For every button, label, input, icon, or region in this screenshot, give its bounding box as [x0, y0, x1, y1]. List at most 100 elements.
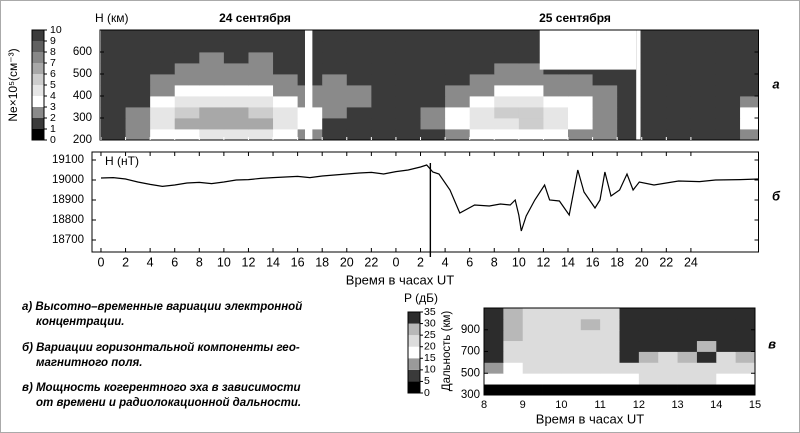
heat-cell: [223, 63, 249, 75]
heat-cell: [150, 41, 176, 53]
data-gap: [636, 30, 641, 140]
x-tick-label: 14: [710, 399, 722, 411]
heat-cell: [199, 74, 225, 86]
y-tick-label: 18700: [52, 234, 84, 246]
heat-cell: [484, 340, 504, 352]
heat-cell: [641, 41, 667, 53]
x-tick-label: 16: [291, 255, 305, 269]
colorbar-swatch: [32, 41, 44, 52]
heat-cell: [677, 384, 698, 395]
heat-cell: [125, 129, 151, 140]
heat-cell: [716, 362, 737, 374]
heat-cell: [494, 85, 520, 97]
heat-cell: [518, 41, 544, 53]
heat-cell: [494, 63, 520, 75]
heat-cell: [715, 63, 741, 75]
heat-cell: [542, 384, 562, 395]
heat-cell: [484, 318, 504, 331]
heat-cell: [174, 107, 200, 119]
plot-frame: [99, 29, 759, 141]
heat-cell: [494, 96, 520, 108]
heat-cell: [445, 118, 471, 130]
heat-cell: [150, 30, 176, 42]
heat-cell: [658, 351, 678, 363]
heat-cell: [322, 96, 348, 108]
heat-cell: [543, 85, 569, 97]
heat-cell: [638, 329, 659, 342]
heat-cell: [484, 362, 504, 374]
heat-cell: [542, 318, 562, 331]
heat-cell: [174, 129, 200, 140]
heat-cell: [371, 41, 397, 53]
heat-cell: [542, 373, 562, 385]
heat-cell: [518, 96, 544, 108]
heat-cell: [542, 308, 562, 320]
heat-cell: [619, 351, 640, 363]
heat-cell: [174, 74, 200, 86]
heat-cell: [199, 52, 225, 64]
heat-cell: [600, 362, 620, 374]
heat-cell: [248, 74, 274, 86]
day-title: 24 сентября: [219, 11, 291, 25]
heat-cell: [568, 74, 593, 86]
heat-cell: [715, 85, 741, 97]
heat-cell: [395, 63, 421, 75]
heat-cell: [666, 30, 692, 42]
heat-cell: [273, 30, 299, 42]
heat-cell: [125, 85, 151, 97]
colorbar-frame: [407, 311, 421, 394]
heat-cell: [125, 96, 151, 108]
heat-cell: [619, 362, 640, 374]
heat-cell: [322, 30, 348, 42]
x-tick-label: 6: [466, 255, 473, 269]
heat-cell: [666, 118, 692, 130]
x-tick-label: 16: [586, 255, 600, 269]
data-blank: [539, 30, 637, 70]
heat-cell: [641, 107, 667, 119]
heat-cell: [174, 63, 200, 75]
caption-line: в) Мощность когерентного эха в зависимос…: [22, 382, 301, 394]
heat-cell: [469, 41, 495, 53]
x-axis-label: Время в часах UT: [346, 272, 454, 287]
heat-cell: [735, 351, 755, 363]
colorbar-swatch: [32, 85, 44, 96]
heat-cell: [716, 318, 737, 331]
x-tick-label: 14: [561, 255, 575, 269]
panel-label: б: [772, 188, 781, 203]
y-tick-label: 700: [461, 346, 480, 358]
heat-cell: [395, 96, 421, 108]
heat-cell: [592, 107, 618, 119]
colorbar-tick-label: 0: [50, 134, 56, 146]
heat-cell: [371, 52, 397, 64]
heat-cell: [696, 318, 717, 331]
heat-cell: [322, 63, 348, 75]
colorbar-tick-label: 15: [424, 352, 436, 364]
heat-cell: [395, 107, 421, 119]
heat-cell: [469, 85, 495, 97]
heat-cell: [568, 96, 593, 108]
heat-cell: [125, 107, 151, 119]
heat-cell: [638, 384, 659, 395]
heat-cell: [690, 118, 716, 130]
heat-cell: [503, 373, 524, 385]
heat-cell: [561, 373, 582, 385]
heat-cell: [125, 30, 151, 42]
heat-cell: [445, 96, 471, 108]
heat-cell: [100, 107, 126, 119]
colorbar-tick-label: 1: [50, 123, 56, 135]
heat-cell: [677, 318, 698, 331]
heat-cell: [542, 351, 562, 363]
heat-cell: [503, 362, 524, 374]
heat-cell: [322, 107, 348, 119]
x-tick-label: 10: [555, 399, 567, 411]
heat-cell: [600, 318, 620, 331]
heat-cell: [395, 129, 421, 140]
heat-cell: [619, 318, 640, 331]
heat-cell: [600, 384, 620, 395]
heat-cell: [740, 129, 759, 140]
heat-cell: [125, 74, 151, 86]
heat-cell: [100, 63, 126, 75]
heat-cell: [248, 41, 274, 53]
heat-cell: [469, 129, 495, 140]
